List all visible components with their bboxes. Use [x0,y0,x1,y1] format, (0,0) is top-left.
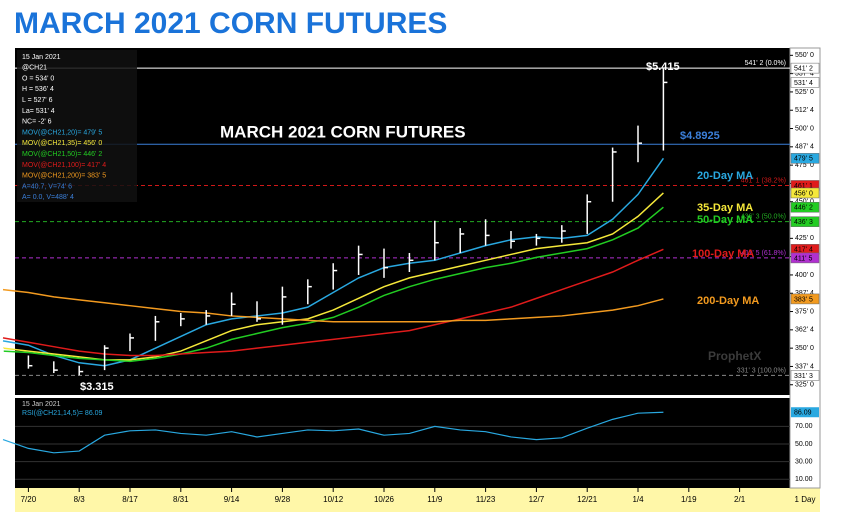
info-text: L = 527' 6 [22,97,53,104]
reference-label: 436' 3 (50.0%) [741,214,786,221]
watermark: ProphetX [708,349,761,363]
series-label: 200-Day MA [697,295,759,307]
y-tick-label: 475' 0 [795,162,814,169]
moving-average [2,288,664,323]
price-tag [790,77,820,88]
series-label: 20-Day MA [697,170,753,182]
y-tick-label: 10.00 [795,476,813,483]
x-tick-label: 1/19 [681,495,697,504]
x-tick-label: 11/9 [427,495,443,504]
x-tick-label: 2/1 [734,495,746,504]
y-tick-label: 537' 4 [795,70,814,77]
y-tick-label: 400' 0 [795,272,814,279]
info-text: A=40.7, V=74' 6 [22,183,72,190]
price-tag-label: 417' 4 [794,247,813,254]
y-tick-label: 30.00 [795,458,813,465]
y-tick-label: 487' 4 [795,144,814,151]
x-tick-label: 8/31 [173,495,189,504]
value-tag [791,407,819,418]
y-tick-label: 425' 0 [795,235,814,242]
y-tick-label: 70.00 [795,423,813,430]
reference-label: $4.8925 [680,130,720,142]
x-tick-label: 8/3 [74,495,86,504]
annotation: $5.415 [646,61,680,73]
price-tag-label: 383' 5 [794,296,813,303]
info-text: O = 534' 0 [22,75,54,82]
y-tick-label: 325' 0 [795,382,814,389]
info-text: H = 536' 4 [22,86,54,93]
y-tick-label: 387' 4 [795,290,814,297]
info-text: La= 531' 4 [22,108,55,115]
moving-average [2,157,665,367]
legend-label: RSI(@CH21,14,5)= 86.09 [22,410,103,417]
info-text: MOV(@CH21,50)= 446' 2 [22,151,102,158]
price-tag [790,293,820,305]
info-box [17,50,137,202]
price-tag [790,201,820,213]
price-tag-label: 456' 0 [794,190,813,197]
y-tick-label: 50.00 [795,441,813,448]
y-tick-label: 362' 4 [795,327,814,334]
x-tick-label: 10/12 [323,495,344,504]
interval-label: 1 Day [795,495,816,504]
reference-label: 331' 3 (100.0%) [737,367,786,374]
price-tag [790,370,820,381]
price-tag-label: 446' 2 [794,205,813,212]
series-label: 100-Day MA [692,248,754,260]
x-tick-label: 1/4 [632,495,644,504]
price-tag-label: 436' 3 [794,219,813,226]
y-tick-label: 375' 0 [795,308,814,315]
y-tick-label: 337' 4 [795,363,814,370]
x-tick-label: 12/7 [529,495,545,504]
price-tag-label: 531' 4 [794,80,813,87]
price-tag [790,216,820,227]
rsi-date: 15 Jan 2021 [22,401,61,408]
info-text: MOV(@CH21,20)= 479' 5 [22,129,102,136]
rsi-panel [15,398,790,488]
info-text: @CH21 [22,65,47,72]
price-tag-label: 541' 2 [794,65,813,72]
page-title: MARCH 2021 CORN FUTURES [14,7,447,40]
y-tick-label: 512' 4 [795,107,814,114]
y-tick-label: 500' 0 [795,125,814,132]
info-text: MOV(@CH21,100)= 417' 4 [22,162,106,169]
price-tag-label: 411' 5 [794,255,812,262]
price-tag [790,252,820,264]
info-text: MOV(@CH21,35)= 456' 0 [22,140,102,147]
chart-title: MARCH 2021 CORN FUTURES [220,122,466,141]
price-tag-label: 331' 3 [794,373,813,380]
moving-average [2,248,664,357]
price-tag [790,153,820,164]
price-tag-label: 461' 1 [794,183,813,190]
moving-average [2,206,664,363]
info-text: 15 Jan 2021 [22,54,61,61]
x-tick-label: 9/14 [224,495,240,504]
y-tick-label: 525' 0 [795,89,814,96]
info-text: NC= -2' 6 [22,119,52,126]
x-tick-label: 9/28 [275,495,291,504]
reference-label: 461' 1 (38.2%) [741,177,786,184]
info-text: A= 0.0, V=488' 4 [22,194,74,201]
reference-label: 411' 5 (61.8%) [741,250,786,257]
info-text: MOV(@CH21,200)= 383' 5 [22,173,106,180]
x-tick-label: 7/20 [21,495,37,504]
reference-label: 541' 2 (0.0%) [745,60,786,67]
x-tick-label: 11/23 [476,495,496,504]
y-tick-label: 350' 0 [795,345,814,352]
annotation: $3.315 [80,381,114,393]
price-tag [790,187,820,199]
x-tick-label: 8/17 [122,495,138,504]
y-tick-label: 550' 0 [795,52,814,59]
date-axis [15,488,820,512]
value-tag-label: 86.09 [794,410,812,417]
rsi-line [2,411,664,454]
series-label: 35-Day MA [697,202,753,214]
x-tick-label: 12/21 [577,495,598,504]
price-tag-label: 479' 5 [794,156,813,163]
x-tick-label: 10/26 [374,495,395,504]
price-tag [790,62,820,74]
series-label: 50-Day MA [697,214,753,226]
